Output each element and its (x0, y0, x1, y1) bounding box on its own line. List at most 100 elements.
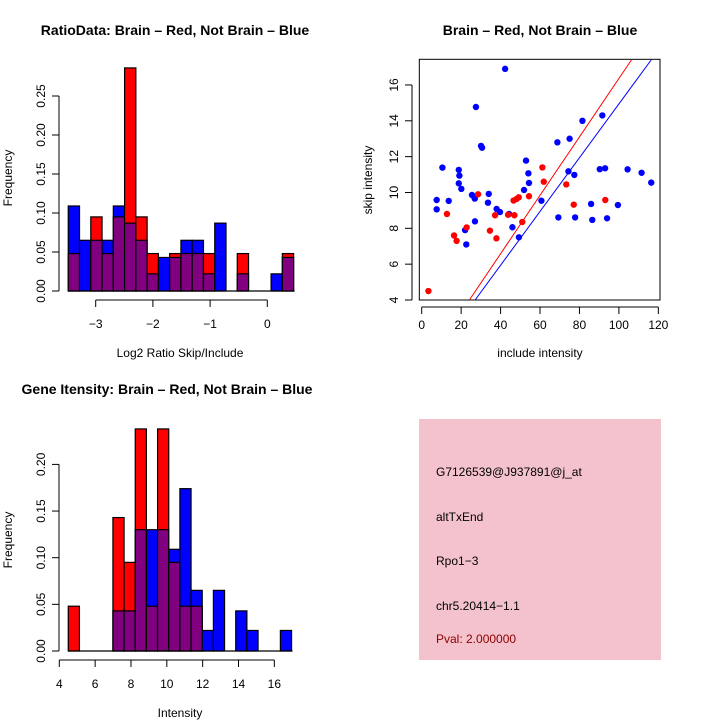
scatter-point-not-brain (525, 170, 532, 177)
ratio-histogram-bar-overlap (202, 273, 216, 292)
scatter-point-brain (450, 232, 458, 239)
ratio-histogram-bar-overlap (236, 273, 250, 292)
gene-intensity-histogram-panel: Gene Itensity: Brain – Red, Not Brain – … (1, 381, 313, 720)
scatter-y-tick-label: 16 (387, 78, 401, 92)
ratio-histogram-y-tick-label: 0.15 (34, 162, 48, 186)
scatter-y-tick-label: 12 (387, 150, 401, 164)
gene-intensity-bar-brain (67, 605, 81, 652)
ratio-histogram-bar-overlap (112, 216, 126, 292)
scatter-point-brain (504, 211, 512, 218)
gene-intensity-x-tick-label: 6 (92, 677, 99, 691)
ratio-histogram-bar-overlap (146, 273, 159, 292)
ratio-histogram-x-tick-label: 0 (264, 317, 271, 331)
scatter-point-not-brain (538, 197, 545, 204)
scatter-y-tick-label: 6 (387, 261, 401, 268)
gene-intensity-bar-overlap (112, 610, 125, 652)
scatter-point-not-brain (648, 179, 655, 186)
scatter-point-not-brain (579, 117, 586, 125)
ratio-histogram-panel: RatioData: Brain – Red, Not Brain – Blue… (1, 22, 309, 360)
gene-intensity-bar-not-brain (246, 629, 259, 652)
gene-intensity-x-tick-label: 12 (196, 677, 210, 691)
scatter-x-tick-label: 0 (418, 318, 425, 332)
ratio-histogram-x-tick-label: −3 (89, 317, 103, 331)
scatter-point-not-brain (455, 180, 462, 187)
gene-intensity-y-tick-label: 0.20 (34, 452, 48, 476)
scatter-x-tick-label: 120 (648, 318, 668, 332)
ratio-histogram-bar-overlap (90, 239, 103, 292)
ratio-histogram-bar-overlap (67, 252, 81, 292)
scatter-point-not-brain (565, 168, 572, 175)
ratio-histogram-y-tick-label: 0.20 (34, 123, 48, 147)
scatter-point-not-brain (484, 199, 492, 206)
scatter-point-brain (491, 212, 499, 219)
scatter-point-not-brain (471, 218, 479, 225)
fit-line-brain (468, 59, 632, 300)
scatter-point-brain (563, 181, 570, 188)
scatter-point-brain (453, 237, 460, 245)
scatter-point-not-brain (455, 166, 462, 174)
scatter-point-not-brain (471, 195, 478, 202)
scatter-point-brain (474, 191, 482, 198)
scatter-point-not-brain (485, 190, 492, 198)
scatter-point-not-brain (522, 157, 530, 164)
scatter-point-not-brain (433, 206, 440, 213)
fit-line-not-brain (474, 59, 652, 300)
scatter-point-brain (511, 212, 518, 219)
info-panel-background (419, 419, 661, 660)
scatter-x-tick-label: 100 (609, 318, 629, 332)
gene-intensity-ylabel: Frequency (1, 512, 15, 569)
scatter-point-brain (486, 227, 494, 234)
intensity-scatter-panel: Brain – Red, Not Brain – Blue include in… (361, 22, 669, 360)
scatter-point-not-brain (433, 196, 440, 204)
scatter-point-not-brain (458, 185, 465, 193)
gene-intensity-bar-overlap (123, 610, 136, 652)
scatter-x-tick-label: 40 (494, 318, 508, 332)
gene-intensity-bar-overlap (179, 605, 192, 652)
scatter-point-not-brain (587, 200, 595, 208)
scatter-point-not-brain (554, 139, 561, 146)
scatter-point-not-brain (601, 165, 609, 172)
scatter-point-brain (570, 201, 577, 208)
gene-intensity-bar-overlap (134, 529, 148, 652)
ratio-histogram-y-tick-label: 0.25 (34, 84, 48, 108)
ratio-histogram-bar-overlap (281, 256, 295, 292)
scatter-point-not-brain (571, 171, 578, 179)
scatter-point-brain (602, 196, 609, 204)
scatter-point-not-brain (501, 65, 509, 73)
scatter-point-not-brain (589, 216, 596, 224)
gene-intensity-bar-not-brain (212, 589, 226, 652)
scatter-y-tick-label: 8 (387, 225, 401, 232)
ratio-histogram-bar-not-brain (157, 256, 171, 292)
scatter-point-not-brain (445, 197, 452, 205)
ratio-histogram-xlabel: Log2 Ratio Skip/Include (117, 346, 244, 360)
scatter-point-not-brain (439, 164, 446, 171)
ratio-histogram-bar-overlap (169, 256, 182, 292)
gene-intensity-bar-overlap (156, 529, 170, 652)
scatter-point-not-brain (525, 179, 533, 187)
scatter-ylabel: skip intensity (361, 146, 375, 215)
location-text: chr5.20414−1.1 (436, 599, 520, 613)
scatter-point-brain (493, 235, 500, 242)
scatter-point-not-brain (463, 241, 470, 248)
gene-intensity-x-tick-label: 16 (268, 677, 282, 691)
scatter-point-not-brain (496, 208, 504, 216)
scatter-point-brain (515, 194, 522, 201)
ratio-histogram-title: RatioData: Brain – Red, Not Brain – Blue (41, 22, 310, 38)
gene-intensity-x-tick-label: 8 (128, 677, 135, 691)
gene-intensity-title: Gene Itensity: Brain – Red, Not Brain – … (22, 381, 313, 397)
scatter-point-not-brain (624, 166, 631, 173)
gene-intensity-y-tick-label: 0.00 (34, 639, 48, 663)
scatter-point-not-brain (509, 224, 516, 231)
scatter-point-not-brain (520, 186, 528, 194)
ratio-histogram-y-tick-label: 0.10 (34, 201, 48, 225)
probe-id-text: G7126539@J937891@j_at (436, 465, 582, 479)
ratio-histogram-x-tick-label: −2 (146, 317, 160, 331)
scatter-x-tick-label: 80 (573, 318, 587, 332)
scatter-point-not-brain (603, 215, 611, 222)
scatter-point-not-brain (571, 214, 579, 221)
ratio-histogram-bar-overlap (191, 252, 205, 292)
gene-intensity-bar-not-brain (279, 629, 293, 652)
scatter-x-tick-label: 60 (533, 318, 547, 332)
ratio-histogram-bar-overlap (135, 239, 148, 292)
